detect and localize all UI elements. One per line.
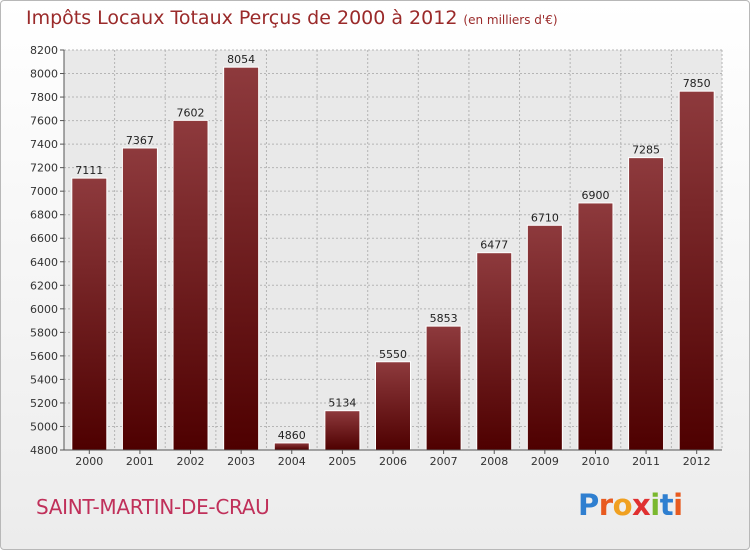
axes: 4800 5000 5200 5400 5600 5800 6000 6200 6400 6600… <box>30 44 722 468</box>
bar <box>425 325 462 451</box>
y-tick-label: 7200 <box>30 162 58 175</box>
proxiti-logo: Proxiti <box>578 488 683 522</box>
bar <box>526 224 563 451</box>
x-tick-label: 2001 <box>126 455 154 468</box>
bar-value-label: 6900 <box>581 189 609 202</box>
bars <box>71 66 715 451</box>
bar-value-label: 4860 <box>278 429 306 442</box>
y-tick-label: 7800 <box>30 91 58 104</box>
x-tick-label: 2012 <box>683 455 711 468</box>
logo-letter: i <box>650 488 660 522</box>
bar-value-label: 5550 <box>379 348 407 361</box>
bar <box>577 202 614 451</box>
logo-letter: i <box>673 488 683 522</box>
bar <box>324 410 361 451</box>
city-name: SAINT-MARTIN-DE-CRAU <box>36 495 270 519</box>
x-tick-label: 2002 <box>177 455 205 468</box>
bar-value-label: 7850 <box>683 77 711 90</box>
y-tick-label: 6000 <box>30 303 58 316</box>
bar <box>628 157 665 451</box>
chart-title: Impôts Locaux Totaux Perçus de 2000 à 20… <box>26 7 558 29</box>
bar-value-label: 7602 <box>177 106 205 119</box>
logo-letter: x <box>632 488 651 522</box>
y-tick-label: 7600 <box>30 115 58 128</box>
y-tick-label: 6800 <box>30 209 58 222</box>
bar <box>121 147 158 451</box>
y-tick-label: 7000 <box>30 185 58 198</box>
x-tick-label: 2000 <box>75 455 103 468</box>
y-tick-label: 5200 <box>30 397 58 410</box>
title-text: Impôts Locaux Totaux Perçus de 2000 à 20… <box>26 7 458 29</box>
logo-letter: o <box>612 488 633 522</box>
x-tick-label: 2008 <box>480 455 508 468</box>
bar-value-label: 8054 <box>227 53 255 66</box>
x-tick-label: 2010 <box>581 455 609 468</box>
y-tick-label: 5800 <box>30 326 58 339</box>
x-tick-label: 2004 <box>278 455 306 468</box>
y-tick-label: 6600 <box>30 232 58 245</box>
y-tick-label: 4800 <box>30 444 58 457</box>
bar <box>223 66 260 451</box>
y-tick-label: 5000 <box>30 420 58 433</box>
bar <box>476 252 513 451</box>
title-unit: (en milliers d'€) <box>463 13 558 27</box>
logo-letter: r <box>598 488 613 522</box>
bar-value-label: 6710 <box>531 211 559 224</box>
x-tick-label: 2009 <box>531 455 559 468</box>
y-tick-label: 6400 <box>30 256 58 269</box>
y-tick-label: 5400 <box>30 373 58 386</box>
bar-value-label: 7111 <box>75 164 103 177</box>
y-tick-label: 6200 <box>30 279 58 292</box>
y-tick-label: 5600 <box>30 350 58 363</box>
data-labels: 7111 7367 7602 8054 4860 5134 5550 5853 6477 6710… <box>75 53 710 442</box>
bar <box>273 442 310 451</box>
bar-value-label: 7367 <box>126 134 154 147</box>
y-tick-label: 7400 <box>30 138 58 151</box>
x-tick-label: 2003 <box>227 455 255 468</box>
bar-value-label: 5134 <box>328 397 356 410</box>
logo-letter: P <box>578 488 599 522</box>
y-tick-label: 8000 <box>30 68 58 81</box>
x-tick-label: 2007 <box>430 455 458 468</box>
y-tick-label: 8200 <box>30 44 58 57</box>
logo-letter: t <box>659 488 674 522</box>
bar <box>375 361 411 451</box>
x-tick-label: 2011 <box>632 455 660 468</box>
bar <box>172 119 209 451</box>
bar-value-label: 7285 <box>632 144 660 157</box>
bar-value-label: 5853 <box>430 312 458 325</box>
bar <box>71 177 108 451</box>
bar <box>678 90 715 451</box>
x-tick-label: 2005 <box>328 455 356 468</box>
x-tick-label: 2006 <box>379 455 407 468</box>
bar-value-label: 6477 <box>480 239 508 252</box>
